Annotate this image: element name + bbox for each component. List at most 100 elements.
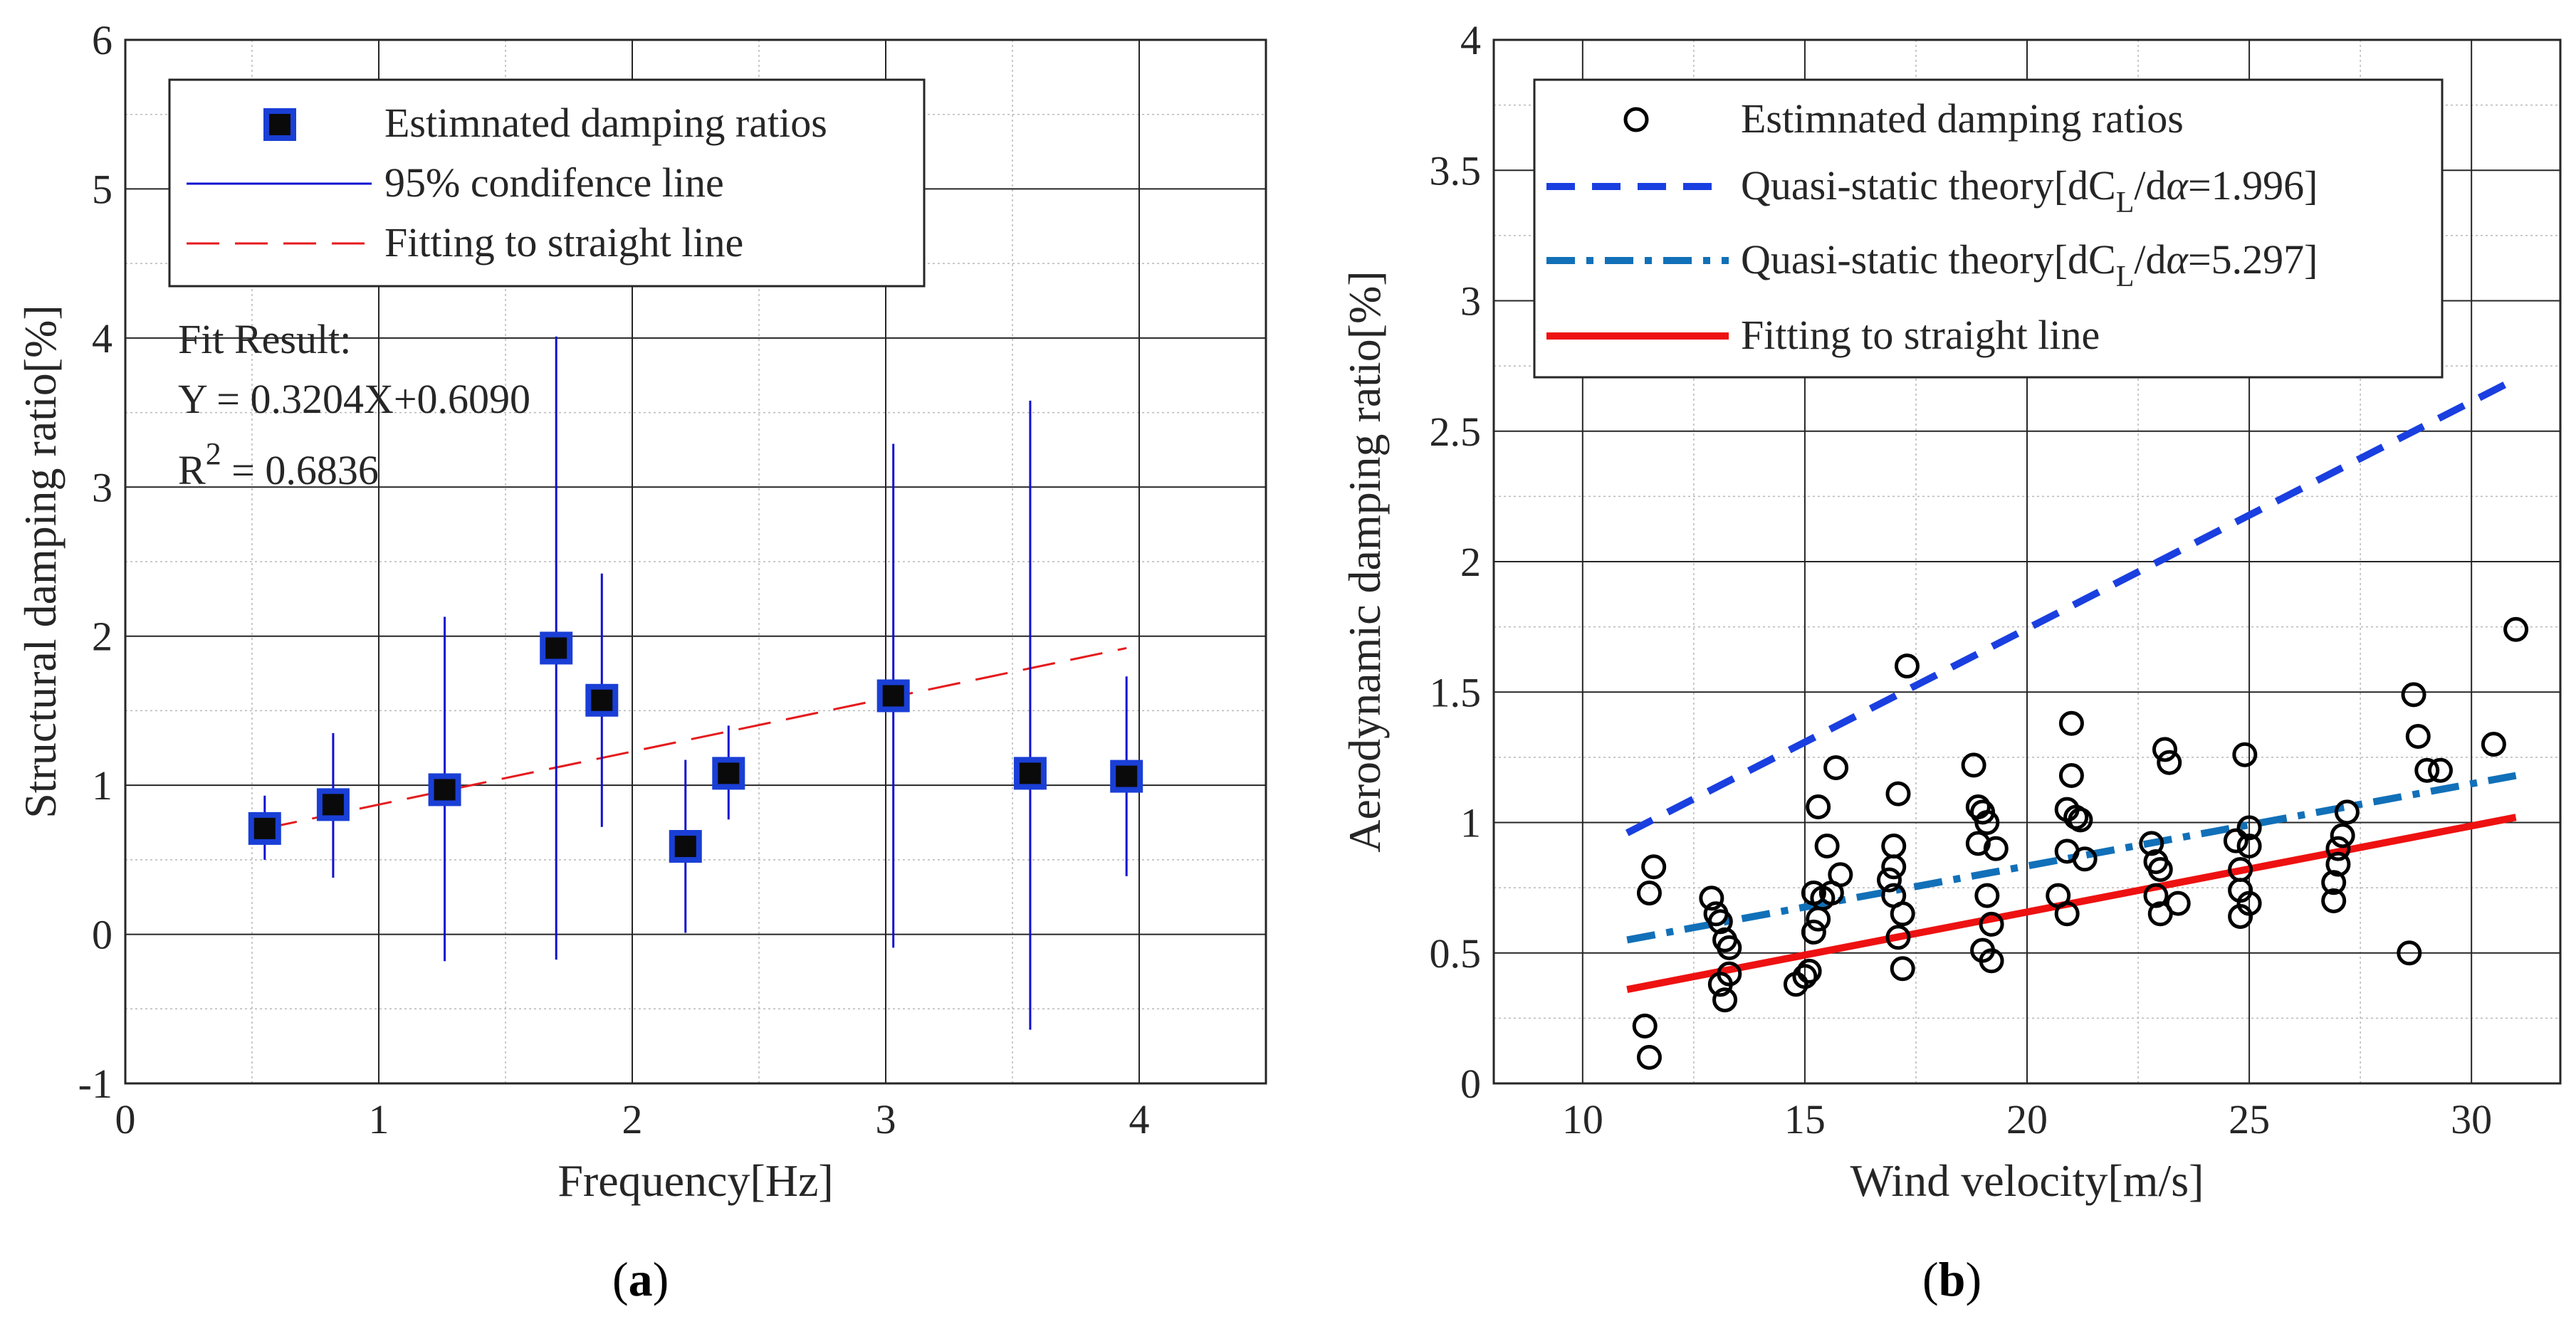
panel-b-data-point (1717, 961, 1742, 987)
panel-a-x-axis-label: Frequency[Hz] (557, 1155, 833, 1206)
panel-b-quasi-static-1-line (1625, 375, 2518, 836)
panel-a-fit-annotation: Fit Result: Y = 0.3204X+0.6090 R2 = 0.68… (178, 316, 530, 493)
panel-b-data-point (1712, 987, 1738, 1013)
panel-a-label: (a) (612, 1252, 669, 1306)
panel-a-x-tick-label: 2 (622, 1096, 643, 1142)
panel-a-data-point (428, 773, 461, 807)
panel-b-data-point (2503, 616, 2529, 642)
panel-b-x-axis-label: Wind velocity[m/s] (1850, 1155, 2204, 1206)
panel-b-data-point (2147, 901, 2173, 927)
panel-b-data-point (1885, 925, 1911, 950)
panel-b-data-point (2054, 901, 2080, 927)
panel-b-data-point (1699, 886, 1724, 911)
panel-b-data-point (1806, 794, 1831, 820)
panel-b-data-point (1974, 883, 2000, 908)
panel-b-data-point (2058, 710, 2084, 736)
panel-b-data-point (1814, 833, 1840, 858)
panel-a-data (248, 336, 1143, 1030)
panel-a-x-tick-label: 1 (369, 1096, 389, 1142)
panel-a-x-tick-label: 3 (876, 1096, 896, 1142)
panel-a-data-point (248, 811, 281, 845)
panel-b-data-point (2401, 682, 2426, 708)
panel-b-data-point (2139, 831, 2164, 856)
panel-a-data-point (876, 679, 910, 713)
panel-b-data-point (1890, 901, 1915, 927)
panel-a-data-point (1013, 757, 1047, 790)
panel-b: 10 15 20 25 30 0 0.5 1 1.5 2 2.5 3 3.5 4 Wind velocit… (1339, 17, 2562, 1306)
panel-a-y-tick-label: 5 (92, 166, 112, 212)
panel-b-data-point (2152, 737, 2177, 762)
panel-b-data-point (1828, 862, 1853, 888)
panel-b-data (1625, 375, 2529, 1070)
panel-a-data-point (540, 631, 573, 665)
panel-b-y-tick-label: 2.5 (1430, 409, 1482, 455)
panel-b-legend: Estimnated damping ratios Quasi-static t… (1533, 78, 2444, 379)
panel-b-data-point (2334, 799, 2360, 825)
panel-a-y-tick-label: 4 (92, 315, 112, 362)
panel-b-data-point (2232, 742, 2258, 767)
panel-b-label: (b) (1922, 1252, 1981, 1306)
panel-b-data-point (1885, 781, 1911, 807)
panel-b-y-axis-label: Aerodynamic damping ratio[%] (1339, 270, 1390, 853)
panel-a-y-tick-label: 1 (92, 762, 112, 809)
panel-b-y-tick-label: 1.5 (1430, 669, 1482, 715)
panel-b-legend-item-quasi-1: Quasi-static theory[dCL/dα=1.996] (1741, 162, 2318, 219)
panel-a-x-tick-label: 4 (1129, 1096, 1150, 1142)
panel-b-data-point (1636, 880, 1662, 905)
panel-b-y-tick-label: 3 (1460, 278, 1481, 325)
panel-a-x-tick-label: 0 (115, 1096, 136, 1142)
panel-b-data-point (2405, 724, 2431, 750)
panel-b-data-point (1823, 755, 1849, 781)
fit-result-title: Fit Result: (178, 316, 351, 362)
legend-square-marker-icon (263, 108, 296, 141)
panel-b-data-point (2157, 750, 2182, 775)
panel-b-data-point (2236, 815, 2262, 841)
panel-b-x-tick-label: 30 (2451, 1096, 2492, 1142)
panel-b-x-tick-label: 10 (1562, 1096, 1603, 1142)
panel-a-data-point (316, 788, 350, 821)
panel-b-data-point (1983, 836, 2009, 861)
panel-a-y-tick-label: 6 (92, 17, 112, 63)
panel-a-y-tick-label: -1 (78, 1061, 112, 1107)
panel-b-data-point (1965, 831, 1991, 856)
panel-a-legend-item-ci: 95% condifence line (384, 159, 724, 206)
panel-b-data-point (2321, 870, 2347, 895)
fit-result-equation: Y = 0.3204X+0.6090 (178, 376, 530, 422)
panel-b-data-point (1961, 752, 1986, 778)
panel-b-y-tick-label: 1 (1460, 800, 1481, 846)
panel-a-data-point (585, 683, 619, 717)
panel-b-data-point (2236, 890, 2262, 916)
panel-b-data-point (1974, 810, 2000, 835)
panel-b-data-point (2325, 851, 2351, 877)
panel-b-legend-item-fit: Fitting to straight line (1741, 312, 2100, 358)
panel-b-data-point (2427, 757, 2453, 783)
panel-a-y-tick-label: 2 (92, 614, 112, 660)
panel-a-y-tick-label: 3 (92, 464, 112, 510)
panel-b-data-point (2481, 732, 2506, 757)
panel-b-data-point (2072, 846, 2098, 872)
panel-a-axes-frame (124, 38, 1267, 1085)
panel-b-data-point (1979, 948, 2004, 974)
panel-b-data-point (2165, 890, 2191, 916)
fit-result-r2: R2 = 0.6836 (178, 436, 379, 493)
panel-b-legend-box (1533, 78, 2444, 379)
panel-a-y-tick-label: 0 (92, 912, 112, 958)
panel-b-data-point (2223, 828, 2248, 853)
panel-b-data-point (2068, 807, 2093, 833)
panel-b-data-point (2147, 856, 2173, 882)
panel-b-ticks: 10 15 20 25 30 0 0.5 1 1.5 2 2.5 3 3.5 4 (1430, 17, 2493, 1142)
panel-b-x-tick-label: 25 (2229, 1096, 2270, 1142)
panel-a-legend: Estimnated damping ratios 95% condifence… (168, 78, 926, 288)
panel-b-data-point (1796, 958, 1822, 984)
panel-b-data-point (2325, 836, 2351, 861)
panel-b-axes-frame (1492, 38, 2562, 1085)
panel-a-legend-item-fit: Fitting to straight line (384, 219, 743, 266)
panel-b-data-point (1877, 867, 1902, 893)
panel-b-data-point (2236, 833, 2262, 858)
panel-b-legend-item-estimated: Estimnated damping ratios (1741, 95, 2184, 142)
panel-b-data-point (1632, 1013, 1658, 1039)
panel-b-data-point (1707, 909, 1733, 935)
panel-b-data-point (2321, 888, 2347, 913)
